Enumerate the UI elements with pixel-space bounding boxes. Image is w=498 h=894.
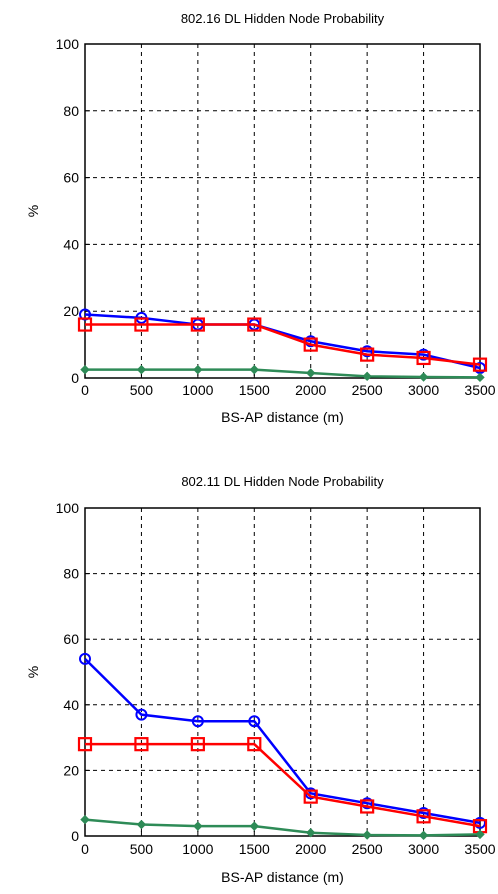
data-point-square [472,357,488,372]
x-tick-label: 0 [81,841,89,857]
x-axis-label: BS-AP distance (m) [221,409,344,425]
plot-area [85,44,480,378]
series-line-1 [84,313,481,370]
x-tick-label: 2500 [352,841,383,857]
data-point-square [303,337,318,352]
data-point-diamond [136,819,147,830]
x-tick-label: 500 [130,382,154,398]
data-point-square [190,737,205,752]
y-tick-label: 40 [63,236,79,252]
chart-title: 802.11 DL Hidden Node Probability [181,474,384,489]
series-line-3 [85,368,481,379]
data-point-diamond [418,830,429,841]
x-tick-label: 0 [81,382,89,398]
data-point-diamond [193,821,203,831]
data-point-circle [248,715,261,728]
x-tick-label: 1000 [182,841,213,857]
data-point-square [416,350,431,366]
y-tick-label: 100 [56,36,80,52]
data-point-square [134,737,149,752]
data-point-square [416,809,431,824]
x-tick-label: 500 [130,841,154,857]
x-tick-label: 3500 [464,382,495,398]
data-point-square [77,737,93,752]
axes-box [84,43,481,379]
data-point-diamond [136,364,147,375]
data-point-diamond [475,829,485,840]
y-tick-label: 60 [63,631,79,647]
y-axis-label: % [25,666,41,678]
y-tick-label: 60 [63,170,79,186]
data-point-diamond [249,364,259,375]
data-point-diamond [306,828,316,838]
y-tick-label: 80 [63,566,79,582]
x-tick-label: 2500 [352,382,383,398]
data-point-circle [191,715,204,728]
data-point-square [134,317,149,332]
data-point-diamond [249,821,259,831]
y-tick-label: 80 [63,103,79,119]
data-point-diamond [418,372,429,382]
data-point-circle [79,652,91,665]
y-tick-label: 0 [71,828,79,844]
data-point-square [190,317,205,332]
series-line-2 [85,323,481,366]
x-tick-label: 2000 [295,841,326,857]
data-point-square [360,347,375,362]
data-point-square [360,799,375,814]
data-point-square [77,317,93,332]
series-line-3 [84,818,481,837]
x-tick-label: 1000 [182,382,213,398]
y-tick-label: 40 [63,697,79,713]
x-tick-label: 1500 [239,382,270,398]
y-tick-label: 20 [63,762,79,778]
chart-title: 802.16 DL Hidden Node Probability [181,11,385,26]
y-tick-label: 0 [71,370,79,386]
x-tick-label: 3000 [408,382,439,398]
series-line-2 [85,742,481,828]
y-axis-label: % [25,205,41,217]
data-point-square [247,317,262,332]
series-line-1 [84,657,481,825]
y-tick-label: 20 [63,303,79,319]
data-point-square [247,737,262,752]
plot-area [85,508,480,836]
x-axis-label: BS-AP distance (m) [221,869,344,885]
x-tick-label: 3000 [408,841,439,857]
data-point-diamond [475,372,485,383]
data-point-diamond [80,814,90,825]
data-point-diamond [306,368,316,378]
axes-box [84,507,481,837]
y-tick-label: 100 [56,500,80,516]
data-point-diamond [362,830,372,840]
chart-2: 802.11 DL Hidden Node Probability 0 500 100… [25,474,496,885]
data-point-circle [135,708,148,721]
x-tick-label: 3500 [464,841,495,857]
data-point-square [303,789,318,804]
data-point-diamond [362,371,372,382]
data-point-diamond [193,364,203,375]
data-point-diamond [80,364,90,375]
x-tick-label: 2000 [295,382,326,398]
x-tick-label: 1500 [239,841,270,857]
chart-1: 802.16 DL Hidden Node Probability 0 500 100… [25,11,496,425]
